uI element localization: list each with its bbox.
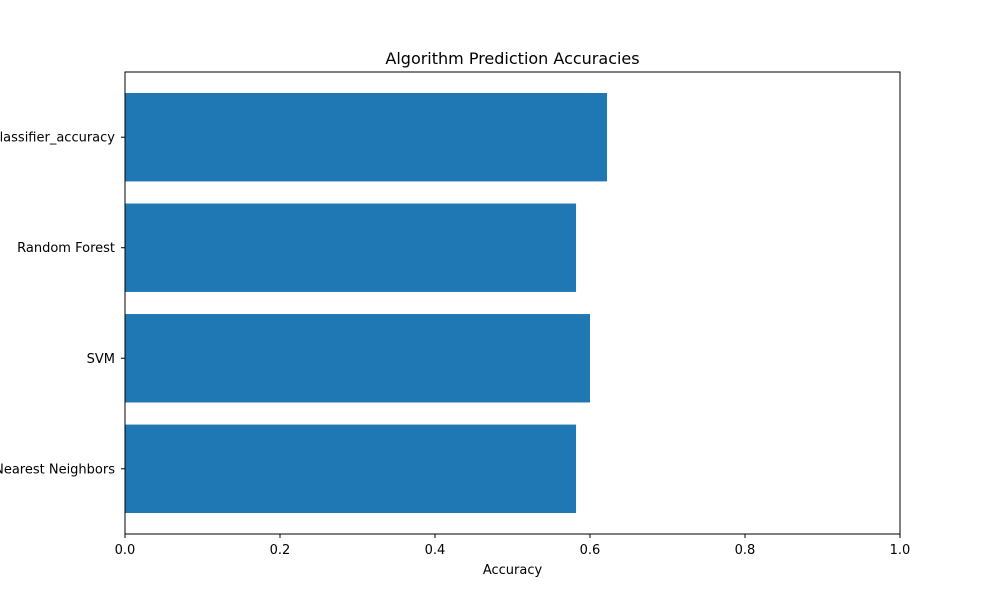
bar-svm (125, 314, 590, 403)
x-tick-label: 1.0 (890, 543, 911, 558)
bar-classifier-accuracy (125, 93, 608, 182)
plot-frame (124, 71, 901, 535)
y-tick-label: Random Forest (17, 241, 115, 256)
x-tick-label: 0.2 (270, 543, 291, 558)
y-axis: K-Nearest Neighbors SVM Random Forest class… (0, 131, 125, 477)
x-axis-label: Accuracy (483, 563, 543, 578)
bar-random-forest (125, 203, 577, 292)
bar-k-nearest-neighbors (125, 424, 577, 513)
chart-title: Algorithm Prediction Accuracies (385, 49, 639, 68)
x-axis: 0.0 0.2 0.4 0.6 0.8 1.0 (115, 534, 911, 558)
x-tick-label: 0.4 (425, 543, 446, 558)
y-tick-label: classifier_accuracy (0, 131, 115, 146)
x-tick-label: 0.0 (115, 543, 136, 558)
bars-group (125, 93, 608, 513)
y-tick-label: SVM (87, 352, 115, 367)
y-tick-label: K-Nearest Neighbors (0, 462, 115, 477)
x-tick-label: 0.8 (735, 543, 756, 558)
x-tick-label: 0.6 (580, 543, 601, 558)
